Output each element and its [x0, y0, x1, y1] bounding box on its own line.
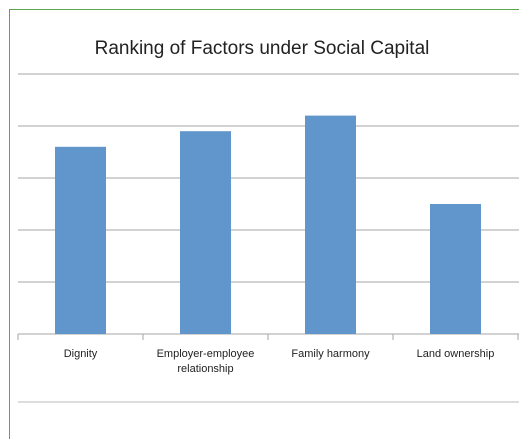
x-tick-label: Employer-employee relationship [156, 348, 255, 375]
bar [430, 204, 481, 334]
x-tick-label: Dignity [63, 348, 98, 360]
page: {"chart_data": {"type": "bar", "title": … [9, 9, 519, 439]
bar [55, 146, 106, 334]
bar [305, 115, 356, 334]
chart: Ranking of Factors under Social Capital [17, 38, 519, 403]
bar [180, 131, 231, 334]
x-tick-label: Family harmony [291, 348, 370, 360]
chart-frame [9, 9, 519, 439]
chart-title: Ranking of Factors under Social Capital [95, 38, 430, 59]
x-tick-label: Land ownership [416, 348, 495, 360]
